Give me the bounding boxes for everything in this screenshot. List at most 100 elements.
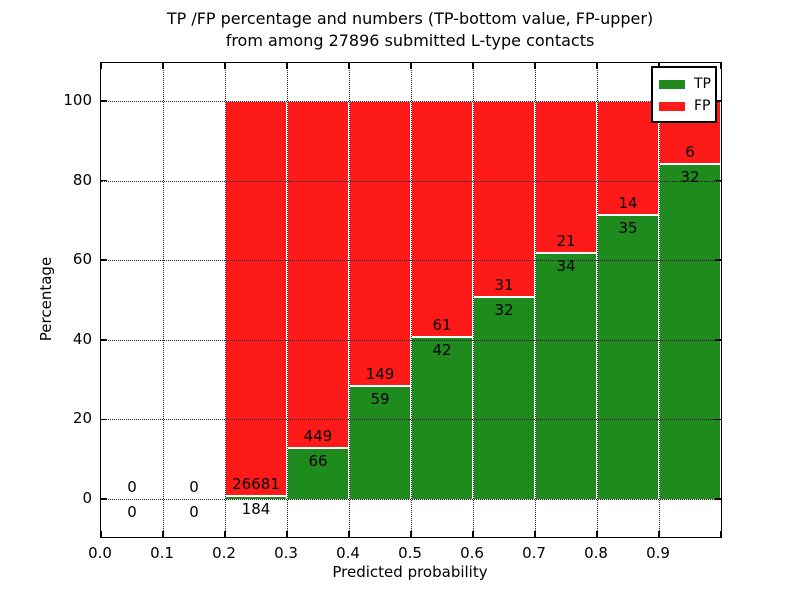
x-tick-label: 0.0 (88, 544, 112, 562)
x-tick-mark-top (348, 63, 350, 69)
fp-count-label: 149 (365, 365, 395, 384)
gridline-vertical (349, 63, 350, 537)
gridline-vertical (225, 63, 226, 537)
y-tick-label: 20 (72, 409, 92, 428)
x-tick-mark-top (410, 63, 412, 69)
fp-count-label: 0 (189, 478, 199, 497)
y-tick-mark (101, 418, 107, 421)
x-tick-mark-top (162, 63, 164, 69)
x-tick-mark (286, 531, 288, 537)
gridline-horizontal (101, 260, 721, 262)
x-tick-label: 0.6 (460, 544, 484, 562)
fp-bar-segment (473, 100, 535, 297)
chart-title: TP /FP percentage and numbers (TP-bottom… (100, 8, 720, 52)
tp-count-label: 66 (308, 452, 328, 471)
fp-count-label: 0 (127, 478, 137, 497)
gridline-vertical (287, 63, 288, 537)
x-tick-label: 0.2 (212, 544, 236, 562)
x-tick-label: 0.8 (584, 544, 608, 562)
x-tick-mark (658, 531, 660, 537)
y-tick-mark-right (715, 418, 721, 421)
legend-row: FP (659, 95, 711, 117)
fp-count-label: 6 (685, 142, 695, 161)
tp-count-label: 42 (432, 340, 452, 359)
x-tick-mark (224, 531, 226, 537)
x-tick-label: 0.1 (150, 544, 174, 562)
tp-count-label: 34 (556, 256, 576, 275)
x-tick-mark (100, 531, 102, 537)
x-tick-mark-top (100, 63, 102, 69)
tp-bar-segment (287, 448, 349, 500)
x-tick-mark (596, 531, 598, 537)
tp-count-label: 184 (241, 500, 271, 519)
fp-count-label: 26681 (232, 475, 280, 494)
gridline-horizontal (101, 419, 721, 421)
tp-count-label: 32 (494, 300, 514, 319)
x-tick-mark (162, 531, 164, 537)
gridline-horizontal (101, 499, 721, 501)
y-tick-mark-right (715, 179, 721, 182)
y-tick-mark-right (715, 339, 721, 341)
tp-count-label: 32 (680, 167, 700, 186)
x-tick-mark-top (534, 63, 536, 69)
x-tick-label: 0.3 (274, 544, 298, 562)
gridline-horizontal (101, 180, 721, 182)
fp-count-label: 31 (494, 275, 514, 294)
fp-count-label: 14 (618, 193, 638, 212)
gridline-vertical (659, 63, 660, 537)
x-axis-label: Predicted probability (332, 563, 488, 581)
x-tick-mark (720, 531, 722, 537)
fp-count-label: 61 (432, 315, 452, 334)
fp-count-label: 449 (303, 427, 333, 446)
fp-bar-segment (225, 100, 287, 497)
legend-row: TP (659, 73, 711, 95)
y-tick-mark (101, 100, 107, 102)
y-tick-mark-right (715, 259, 721, 261)
y-tick-mark (101, 498, 107, 500)
y-tick-label: 60 (72, 250, 92, 269)
x-tick-label: 0.7 (522, 544, 546, 562)
tp-count-label: 0 (189, 503, 199, 522)
fp-legend-label: FP (694, 98, 711, 114)
x-tick-mark-top (596, 63, 598, 69)
tp-bar-segment (659, 163, 721, 500)
tp-legend-label: TP (694, 76, 711, 92)
y-tick-label: 0 (82, 489, 92, 508)
tp-count-label: 59 (370, 390, 390, 409)
x-tick-mark (348, 531, 350, 537)
gridline-vertical (163, 63, 164, 537)
chart-title-line2: from among 27896 submitted L-type contac… (225, 31, 595, 50)
tp-bar-segment (535, 252, 597, 500)
x-tick-label: 0.9 (646, 544, 670, 562)
gridline-horizontal (101, 100, 721, 102)
fp-bar-segment (535, 100, 597, 253)
gridline-horizontal (101, 339, 721, 341)
y-tick-mark (101, 259, 107, 261)
x-tick-label: 0.4 (336, 544, 360, 562)
tp-legend-swatch (659, 79, 685, 89)
tp-count-label: 35 (618, 218, 638, 237)
gridline-vertical (597, 63, 598, 537)
tp-bar-segment (411, 336, 473, 500)
legend: TP FP (651, 66, 717, 123)
y-tick-label: 40 (72, 329, 92, 348)
fp-legend-swatch (659, 101, 685, 111)
x-tick-mark-top (224, 63, 226, 69)
x-tick-label: 0.5 (398, 544, 422, 562)
x-tick-mark-top (720, 63, 722, 69)
gridline-vertical (411, 63, 412, 537)
y-tick-label: 100 (63, 90, 92, 109)
x-tick-mark (410, 531, 412, 537)
chart-title-line1: TP /FP percentage and numbers (TP-bottom… (166, 9, 654, 28)
x-tick-mark (472, 531, 474, 537)
y-tick-mark (101, 179, 107, 182)
fp-bar-segment (349, 100, 411, 387)
gridline-vertical (473, 63, 474, 537)
y-tick-label: 80 (72, 170, 92, 189)
fp-bar-segment (287, 100, 349, 449)
plot-area: TP FP 0 0 0 0 26681 184 449 66 149 59 61 42 31 32 21 34 1… (100, 62, 722, 538)
tp-count-label: 0 (127, 503, 137, 522)
x-tick-mark-top (472, 63, 474, 69)
gridline-vertical (535, 63, 536, 537)
